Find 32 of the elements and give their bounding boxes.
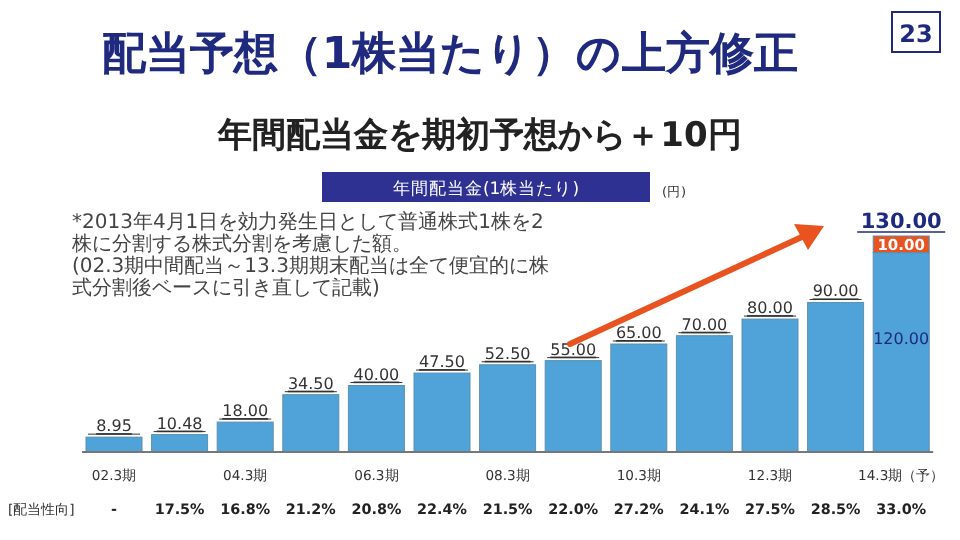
- data-label: 65.00: [615, 324, 662, 342]
- bar: [544, 360, 602, 453]
- bar: [675, 335, 733, 453]
- data-label: 80.00: [747, 299, 793, 318]
- data-label: 55.00: [550, 340, 597, 359]
- data-label: 10.48: [156, 414, 203, 433]
- bar: [807, 301, 865, 453]
- data-label: 34.50: [287, 374, 334, 393]
- total-label: 130.00: [860, 210, 942, 234]
- bar: [282, 394, 340, 453]
- bar: [85, 436, 143, 453]
- text: 23: [899, 20, 933, 48]
- chart-subtitle: 年間配当金を期初予想から＋10円: [216, 116, 742, 156]
- annotation: *2013年4月1日を効力発生日として普通株式1株を2株に分割する株式分割を考慮した額。: [70, 210, 544, 256]
- bar: [216, 421, 274, 453]
- bar: [479, 364, 537, 453]
- data-label: 8.95: [96, 417, 132, 436]
- bar: [741, 318, 799, 453]
- data-label: 90.00: [812, 282, 859, 301]
- data-label: 47.50: [419, 353, 465, 372]
- data-label: 40.00: [353, 365, 400, 384]
- text: 年間配当金(1株当たり): [392, 178, 580, 200]
- data-label: 18.00: [222, 402, 269, 421]
- bar: [347, 385, 405, 453]
- bar: [610, 343, 668, 453]
- data-label: 52.50: [484, 344, 531, 363]
- data-label: 120.00: [873, 330, 930, 349]
- chart-title: 配当予想（1株当たり）の上方修正: [101, 28, 799, 80]
- bar: [413, 372, 471, 453]
- bar: [151, 434, 209, 453]
- data-label: 70.00: [681, 315, 728, 334]
- annotation: (02.3期中間配当～13.3期期末配当は全て便宜的に株式分割後ベースに引き直して記載): [72, 254, 549, 300]
